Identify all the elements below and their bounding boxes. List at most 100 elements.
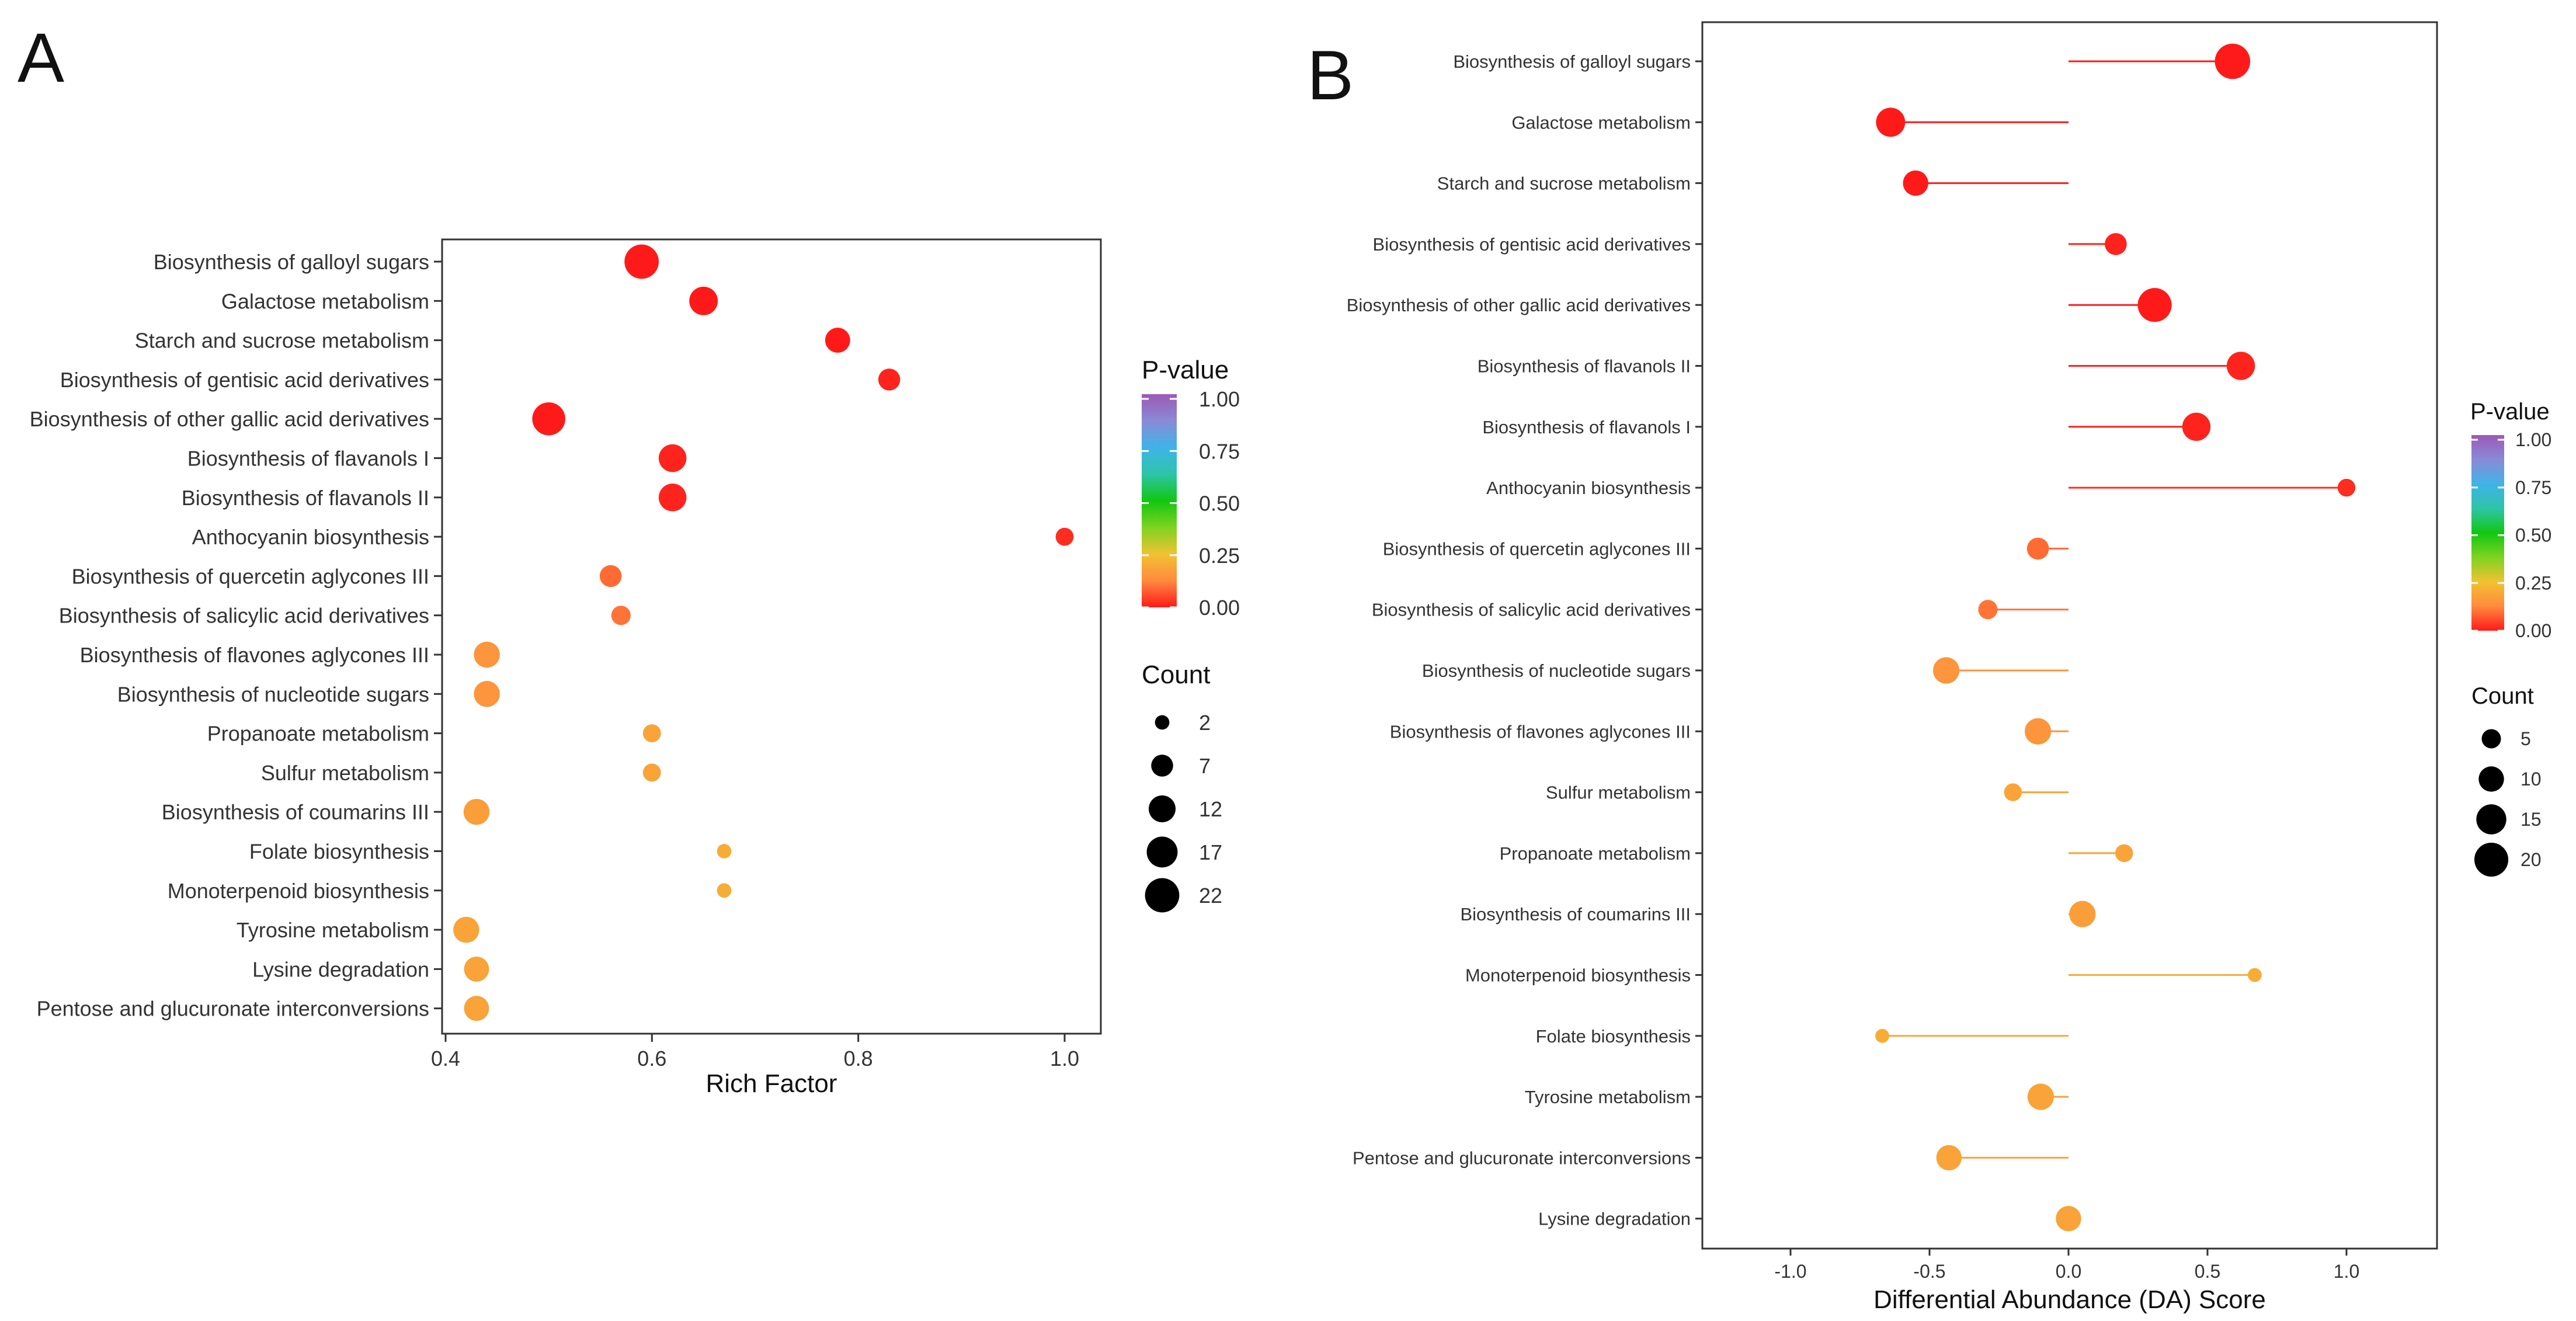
panel-a-y-tick-label: Biosynthesis of flavanols I [187,447,429,471]
panel-b-y-tick-label: Biosynthesis of nucleotide sugars [1422,660,1691,681]
panel-a-count-title: Count [1142,660,1210,689]
panel-b-point [1978,600,1998,620]
panel-b-pvalue-tick-label: 0.00 [2515,620,2551,641]
panel-b-point [1932,657,1960,684]
panel-a-y-tick-label: Biosynthesis of other gallic acid deriva… [30,407,429,431]
panel-b-point [2004,783,2022,801]
panel-a-pvalue-tick-label: 0.50 [1199,492,1240,516]
panel-a-point [878,369,901,391]
panel-a-point [1055,527,1074,546]
panel-b-point [2182,412,2211,441]
panel-a-y-tick-label: Biosynthesis of galloyl sugars [154,250,429,274]
panel-a-point [611,606,631,625]
panel-b-count-label: 20 [2521,849,2542,870]
panel-a-point [658,444,687,472]
panel-b-point [2025,718,2052,745]
panel-a-point [453,916,479,943]
panel-a-count-key [1151,755,1173,777]
panel-b-stems [1882,60,2346,1159]
panel-b-point [2115,844,2133,863]
panel-b-y-tick-label: Tyrosine metabolism [1525,1087,1691,1107]
panel-a-y-tick-label: Propanoate metabolism [207,722,429,746]
panel-a-point [825,328,850,353]
panel-a-count-legend: Count 2 7 12 17 22 [1142,660,1222,913]
panel-a-x-tick-label: 0.8 [844,1047,873,1070]
panel-a-frame [441,238,1102,1035]
panel-a-y-tick-label: Biosynthesis of flavones aglycones III [80,643,429,667]
panel-a-x-tick-label: 1.0 [1050,1047,1079,1070]
panel-a-x-axis-title: Rich Factor [706,1069,837,1098]
panel-a-point [658,484,687,512]
panel-b-points [1875,43,2356,1232]
panel-b-point [1936,1145,1962,1171]
panel-a-point [717,883,732,898]
panel-b-y-tick-label: Lysine degradation [1538,1209,1691,1229]
panel-a-y-tick-label: Biosynthesis of flavanols II [182,486,429,510]
panel-a-pvalue-title: P-value [1142,356,1229,384]
panel-b-point [2069,901,2096,927]
panel-b-count-label: 15 [2521,809,2542,830]
panel-a-pvalue-tick-label: 0.25 [1199,544,1240,568]
panel-a-count-label: 7 [1199,754,1211,778]
panel-b-y-tick-label: Monoterpenoid biosynthesis [1465,965,1691,986]
panel-a-count-label: 2 [1199,711,1211,735]
panel-a-pvalue-colorbar [1142,394,1177,607]
panel-b-y-tick-label: Sulfur metabolism [1546,783,1691,803]
panel-a-count-key [1148,795,1176,823]
panel-b-point [2105,233,2127,255]
panel-a-point [717,844,732,858]
panel-b-y-tick-label: Biosynthesis of salicylic acid derivativ… [1372,600,1691,620]
panel-b-point [1876,107,1906,137]
panel-b-pvalue-tick-label: 0.25 [2515,572,2551,593]
panel-a-y-tick-label: Biosynthesis of salicylic acid derivativ… [59,604,429,628]
panel-b-y-tick-label: Biosynthesis of flavanols II [1478,356,1691,377]
panel-b-count-key [2481,729,2501,749]
panel-b-point [1903,170,1928,196]
panel-b: Biosynthesis of galloyl sugars Galactose … [1347,21,2551,1314]
panel-a-letter: A [18,19,64,97]
panel-b-y-tick-label: Biosynthesis of flavones aglycones III [1390,721,1691,742]
panel-a-y-tick-label: Pentose and glucuronate interconversions [37,997,429,1021]
panel-a-point [464,956,489,982]
panel-b-count-items: 5 10 15 20 [2474,728,2542,877]
panel-b-count-key [2474,842,2509,877]
panel-b-y-tick-label: Pentose and glucuronate interconversions [1353,1148,1691,1168]
panel-a-point [599,565,622,588]
panel-b-point [2248,968,2262,982]
panel-a-y-tick-label: Lysine degradation [252,957,429,981]
panel-a-point [642,763,661,782]
panel-a-y-tick-label: Biosynthesis of coumarins III [162,800,429,824]
panel-b-y-tick-label: Biosynthesis of gentisic acid derivative… [1373,234,1691,255]
panel-b-point [2026,537,2049,560]
panel-b-pvalue-tick-label: 0.75 [2515,477,2551,498]
panel-b-x-axis-title: Differential Abundance (DA) Score [1873,1285,2266,1314]
panel-b-x-tick-label: -1.0 [1774,1261,1806,1282]
panel-b-y-tick-label: Biosynthesis of flavanols I [1482,417,1691,437]
panel-b-pvalue-tick-label: 1.00 [2515,429,2551,450]
panel-a-y-tick-label: Tyrosine metabolism [237,918,429,942]
panel-a-point [464,996,489,1021]
panel-a-count-key [1145,878,1180,913]
panel-b-pvalue-tick-label: 0.50 [2515,525,2551,546]
panel-b-y-tick-label: Biosynthesis of galloyl sugars [1453,51,1691,72]
panel-a-count-label: 12 [1199,797,1222,821]
panel-b-count-label: 5 [2521,728,2531,749]
panel-b-y-tick-label: Biosynthesis of quercetin aglycones III [1383,538,1691,559]
panel-a-y-tick-label: Monoterpenoid biosynthesis [168,879,429,903]
panel-b-x-tick-label: 0.0 [2056,1261,2081,1282]
panel-b-y-tick-label: Biosynthesis of coumarins III [1460,904,1691,924]
panel-a-pvalue-tick-label: 0.00 [1199,596,1240,620]
panel-a-x-tick-label: 0.4 [431,1047,460,1070]
panel-a-pvalue-legend: P-value 1.00 0.75 0.50 0.25 0.00 [1142,356,1240,620]
panel-b-point [2226,352,2255,380]
panel-b-x-tick-label: -0.5 [1913,1261,1945,1282]
panel-b-y-tick-label: Galactose metabolism [1511,112,1691,133]
panel-b-pvalue-title: P-value [2470,399,2550,425]
panel-b-x-ticks: -1.0 -0.5 0.0 0.5 1.0 [1774,1249,2359,1282]
panel-b-point [2027,1083,2054,1110]
panel-a-point [624,244,659,279]
panel-b-y-tick-label: Propanoate metabolism [1500,843,1691,864]
panel-b-point [2056,1205,2081,1232]
panel-a-y-tick-label: Galactose metabolism [221,289,429,313]
panel-a-y-tick-label: Anthocyanin biosynthesis [192,525,429,549]
